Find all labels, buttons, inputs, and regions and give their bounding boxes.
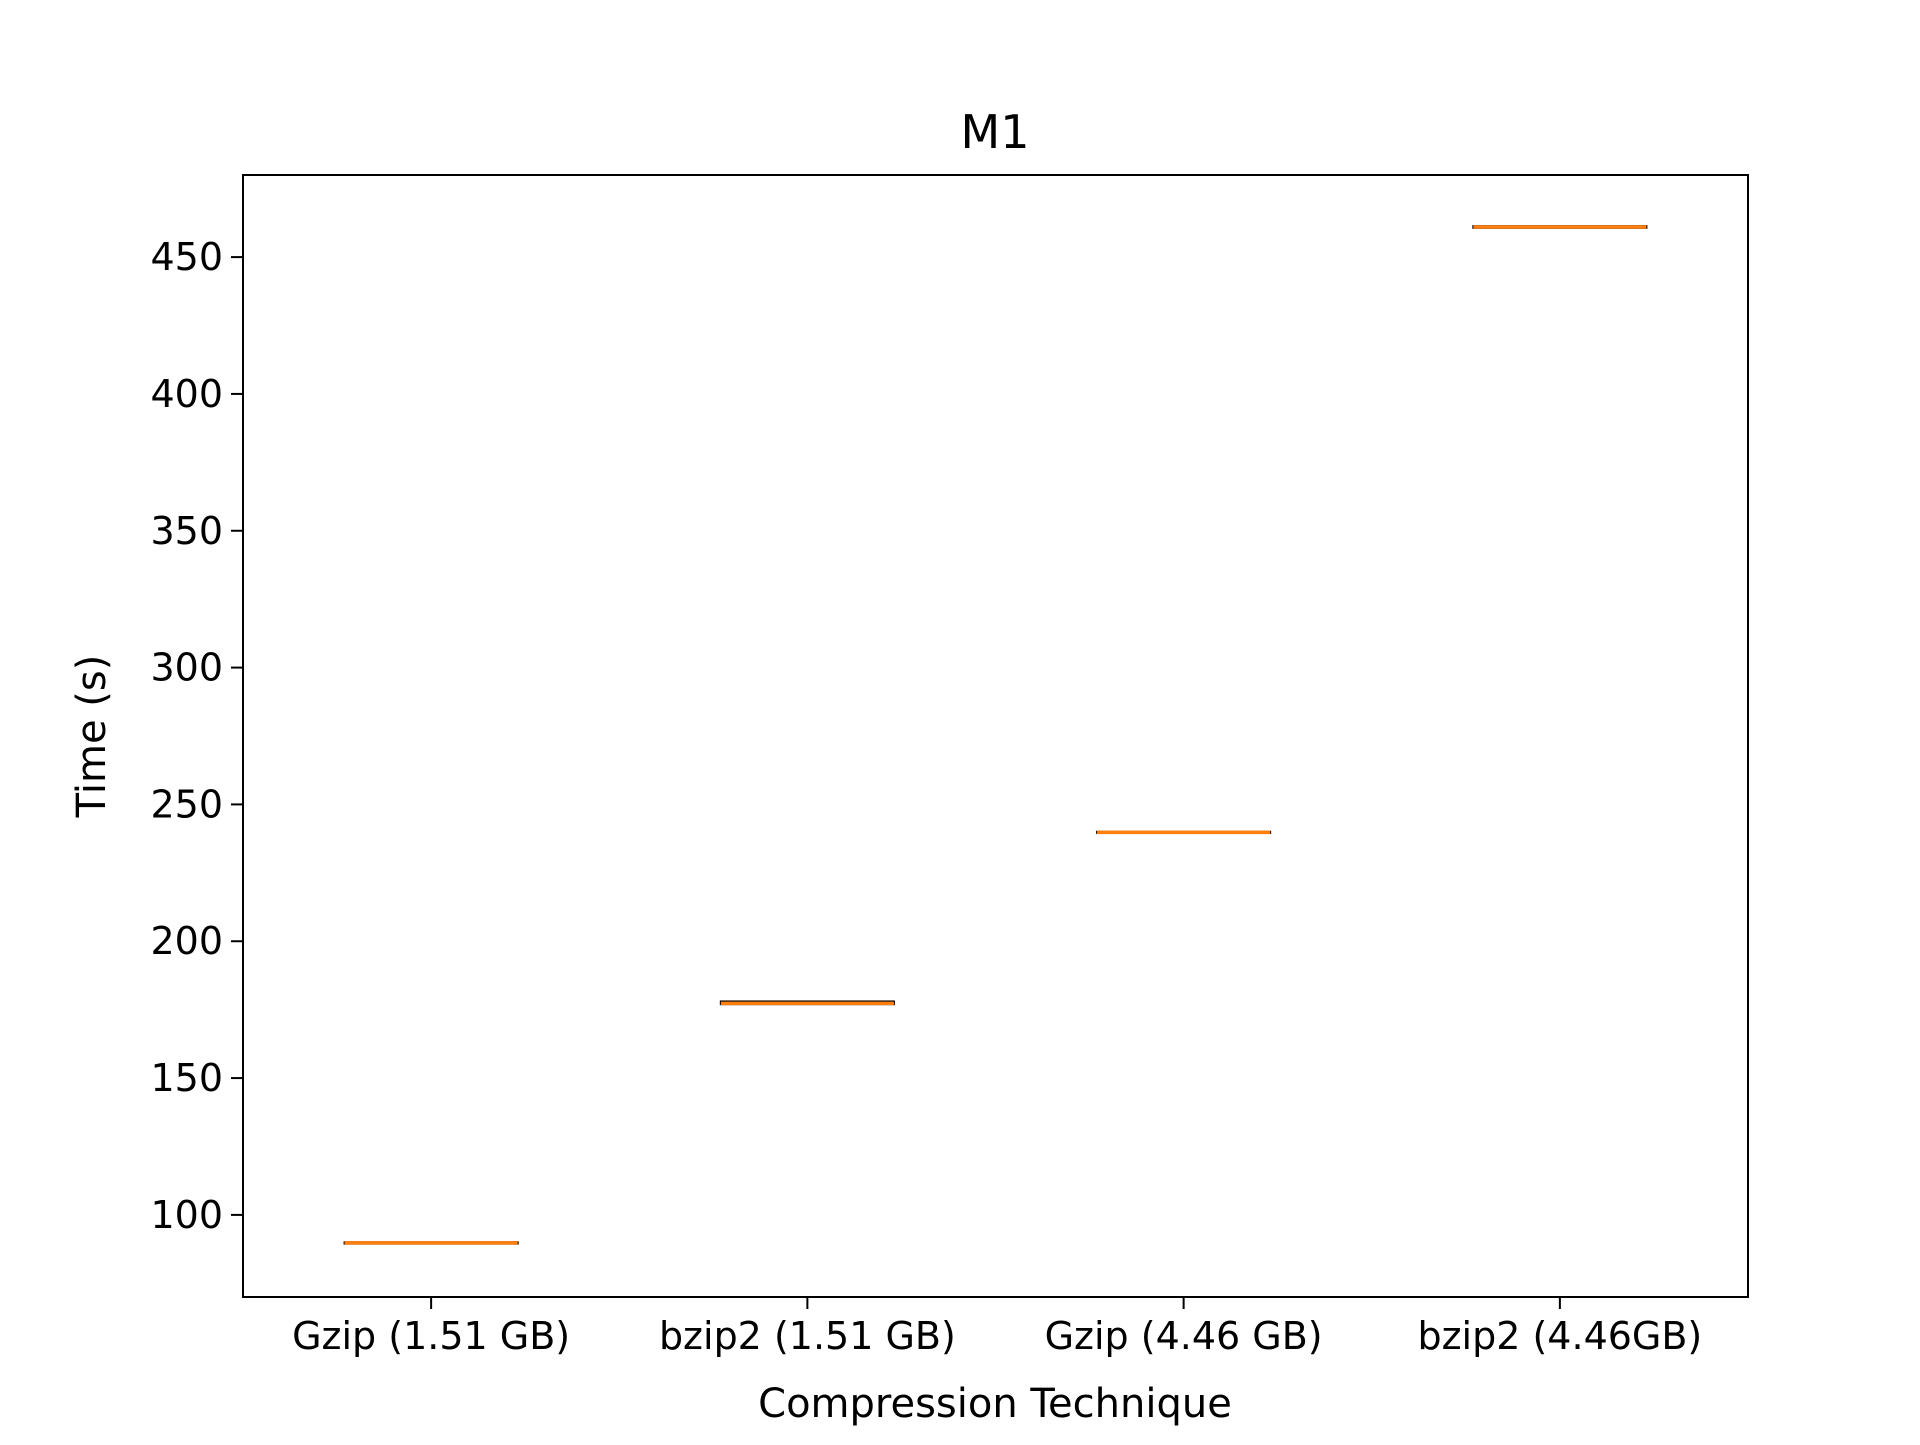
y-tick-label: 300 bbox=[150, 646, 223, 690]
x-tick-label: bzip2 (4.46GB) bbox=[1417, 1314, 1702, 1358]
y-tick-label: 350 bbox=[150, 509, 223, 553]
y-axis: 100 150 200 250 300 350 400 450 bbox=[150, 235, 243, 1237]
x-axis: Gzip (1.51 GB) bzip2 (1.51 GB) Gzip (4.46 … bbox=[292, 1297, 1702, 1358]
chart-title: M1 bbox=[961, 105, 1030, 159]
y-tick-label: 100 bbox=[150, 1193, 223, 1237]
chart-marks bbox=[343, 225, 1648, 1245]
y-tick-label: 200 bbox=[150, 919, 223, 963]
y-tick-label: 400 bbox=[150, 372, 223, 416]
x-tick-label: Gzip (1.51 GB) bbox=[292, 1314, 570, 1358]
y-tick-label: 250 bbox=[150, 782, 223, 826]
x-tick-label: Gzip (4.46 GB) bbox=[1045, 1314, 1323, 1358]
plot-area-frame bbox=[242, 174, 1749, 1298]
y-tick-label: 150 bbox=[150, 1056, 223, 1100]
y-axis-label: Time (s) bbox=[69, 655, 115, 819]
y-tick-label: 450 bbox=[150, 235, 223, 279]
x-axis-label: Compression Technique bbox=[758, 1381, 1232, 1427]
x-tick-label: bzip2 (1.51 GB) bbox=[659, 1314, 956, 1358]
